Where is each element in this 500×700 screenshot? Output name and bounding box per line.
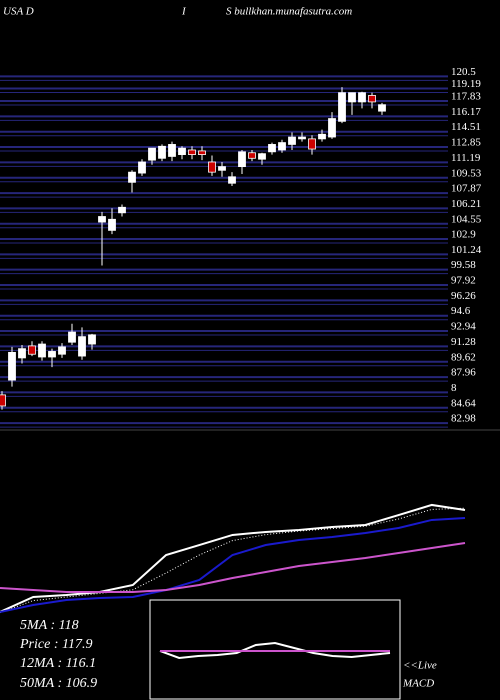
y-tick-label: 8 [451, 382, 457, 394]
y-tick-label: 92.94 [451, 321, 476, 333]
candle-body [118, 206, 126, 214]
candle-body [258, 153, 266, 160]
candle-body [308, 138, 316, 150]
y-tick-label: 117.83 [451, 91, 481, 103]
y-tick-label: 111.19 [451, 152, 481, 164]
candle-body [268, 144, 276, 153]
candle-body [318, 133, 326, 140]
candle-body [28, 345, 36, 355]
y-tick-label: 82.98 [451, 413, 476, 425]
series-line [0, 517, 466, 613]
candle-body [338, 92, 346, 122]
macd-label: MACD [402, 678, 434, 690]
y-tick-label: 87.96 [451, 367, 476, 379]
y-tick-label: 120.5 [451, 66, 476, 78]
candle-body [98, 216, 106, 223]
candle-body [298, 136, 306, 140]
candle-body [138, 161, 146, 174]
series-line [0, 503, 466, 613]
y-tick-label: 89.62 [451, 351, 476, 363]
header-left: USA D [3, 6, 34, 18]
candle-body [8, 351, 16, 381]
candle-body [178, 147, 186, 155]
candle-body [218, 166, 226, 171]
stat: 12MA : 116.1 [20, 656, 96, 671]
macd-box [149, 599, 401, 700]
y-tick-label: 107.87 [451, 183, 482, 195]
stat: 5MA : 118 [20, 618, 79, 633]
candle-body [168, 144, 176, 157]
candle-body [18, 348, 26, 359]
candle-body [238, 151, 246, 168]
candle-body [0, 394, 6, 407]
candle-body [248, 152, 256, 159]
y-tick-label: 91.28 [451, 336, 476, 348]
candle-body [68, 331, 76, 343]
candle-body [378, 104, 386, 112]
candle-body [198, 150, 206, 155]
candle-body [38, 343, 46, 358]
candle-body [208, 161, 216, 173]
candle-body [368, 95, 376, 103]
y-tick-label: 97.92 [451, 275, 476, 287]
y-tick-label: 94.6 [451, 305, 471, 317]
y-tick-label: 96.26 [451, 290, 476, 302]
candle-body [228, 176, 236, 184]
y-tick-label: 109.53 [451, 167, 482, 179]
y-tick-label: 106.21 [451, 198, 481, 210]
y-tick-label: 104.55 [451, 213, 482, 225]
candle-body [348, 92, 356, 103]
candle-body [128, 171, 136, 183]
y-tick-label: 101.24 [451, 244, 482, 256]
stat: Price : 117.9 [19, 637, 92, 652]
candle-body [78, 336, 86, 357]
candle-body [328, 118, 336, 138]
header-middle: I [181, 6, 187, 18]
candle-body [188, 149, 196, 155]
series-line [159, 641, 391, 659]
live-label: <<Live [403, 660, 437, 672]
candle-body [108, 218, 116, 231]
candle-body [278, 142, 286, 151]
header-right: S bullkhan.munafasutra.com [226, 6, 352, 18]
y-tick-label: 114.51 [451, 121, 481, 133]
y-tick-label: 112.85 [451, 137, 481, 149]
candle-body [158, 145, 166, 159]
candle-body [288, 136, 296, 145]
candle-body [358, 92, 366, 103]
stat: 50MA : 106.9 [20, 676, 97, 691]
series-line [0, 542, 466, 593]
y-tick-label: 99.58 [451, 259, 476, 271]
y-tick-label: 119.19 [451, 78, 481, 90]
y-tick-label: 84.64 [451, 397, 476, 409]
candle-body [88, 334, 96, 345]
candle-body [58, 346, 66, 355]
series-line [0, 507, 466, 614]
candle-body [48, 351, 56, 358]
y-tick-label: 102.9 [451, 229, 476, 241]
y-tick-label: 116.17 [451, 106, 481, 118]
candle-body [148, 147, 156, 161]
